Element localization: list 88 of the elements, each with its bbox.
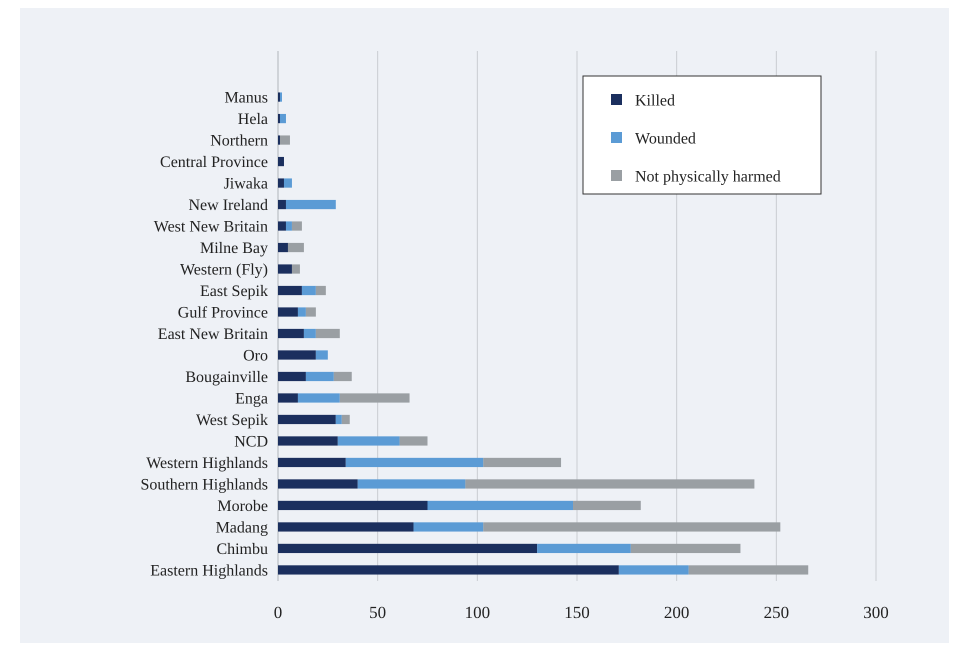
y-tick-label: Northern [210,132,268,150]
y-tick-label: New Ireland [188,197,268,214]
bar [278,372,306,382]
y-tick-label: Central Province [160,154,268,172]
bar [334,372,352,382]
y-tick-label: Jiwaka [224,176,268,193]
x-tick-label: 200 [664,603,690,622]
bar [428,500,574,510]
bar [346,458,484,468]
bar [400,436,428,446]
bar [280,135,290,145]
y-tick-label: Gulf Province [178,304,268,322]
bar [278,414,336,424]
x-tick-label: 250 [764,603,790,622]
bar [278,393,298,403]
bar [278,264,292,274]
bar [338,436,400,446]
y-tick-label: Hela [238,111,268,128]
bar [286,221,292,231]
y-tick-label: East New Britain [158,326,268,344]
bar [278,242,288,252]
bar [537,544,631,554]
bar [278,350,316,360]
y-tick-label: Madang [216,520,268,537]
bar [302,286,316,296]
bar [483,458,562,468]
bar [292,264,300,274]
y-tick-label: Enga [235,390,268,408]
bar [278,307,298,317]
bar [688,565,808,575]
bar [278,436,338,446]
bar [340,393,410,403]
bar [280,114,286,124]
bar [278,479,358,489]
y-tick-label: Western (Fly) [180,262,268,279]
bar [284,178,292,188]
bar [304,328,316,338]
bar [288,242,304,252]
bar [278,200,286,210]
y-tick-label: West Sepik [196,412,268,430]
bar [465,479,754,489]
y-tick-label: Chimbu [216,541,268,558]
bar [292,221,302,231]
bar [414,522,484,532]
bar [286,200,336,210]
x-tick-label: 50 [369,603,386,622]
y-tick-label: Bougainville [185,369,268,386]
bar [298,307,306,317]
bar [336,414,342,424]
legend-label: Wounded [635,130,696,148]
y-tick-label: West New Britain [154,218,268,236]
bar [278,500,428,510]
bar [298,393,340,403]
bar [618,565,689,575]
y-tick-label: Manus [224,90,268,107]
bar [278,156,284,166]
bar [278,178,284,188]
y-tick-label: NCD [234,434,268,451]
bar [342,414,350,424]
bar [278,221,286,231]
y-tick-label: Oro [243,348,268,365]
bar [278,458,346,468]
bar [278,544,538,554]
x-tick-label: 150 [564,603,590,622]
bar [630,544,740,554]
bar [358,479,466,489]
x-tick-label: 100 [464,603,490,622]
bar [306,307,316,317]
bar [483,522,780,532]
y-tick-label: Morobe [217,498,268,516]
bar [573,500,641,510]
bar [278,565,619,575]
y-tick-label: Milne Bay [200,240,268,258]
bar [316,328,340,338]
bar [278,286,302,296]
x-tick-label: 300 [863,603,889,622]
y-tick-label: Eastern Highlands [150,562,268,580]
y-tick-label: Southern Highlands [140,476,268,494]
bar [278,328,304,338]
y-tick-label: Western Highlands [146,455,268,472]
bar [316,286,326,296]
bar [278,522,414,532]
bar [316,350,328,360]
bar [306,372,334,382]
y-tick-label: East Sepik [200,283,268,300]
legend-label: Killed [635,92,675,110]
legend-label: Not physically harmed [635,168,781,186]
x-tick-label: 0 [274,603,282,622]
